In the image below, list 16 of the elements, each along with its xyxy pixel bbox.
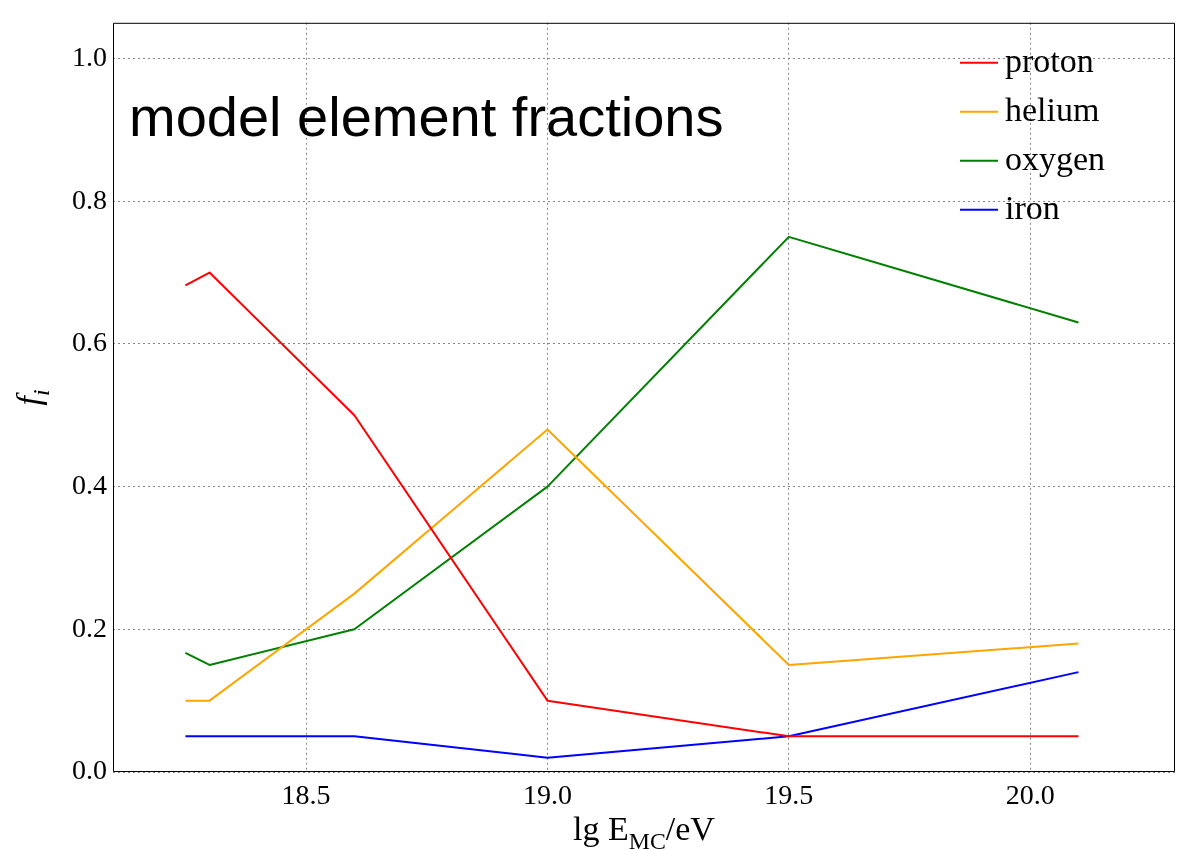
y-tick-label: 0.4 (72, 468, 107, 500)
x-tick-label: 19.5 (764, 779, 814, 811)
legend-label: helium (1005, 90, 1100, 128)
x-tick-label: 20.0 (1005, 779, 1055, 811)
y-tick-label: 1.0 (72, 40, 107, 72)
text: model element fractions (129, 84, 724, 148)
y-tick-label: 0.8 (72, 183, 107, 215)
y-tick-label: 0.2 (72, 611, 107, 643)
x-tick-label: 18.5 (281, 779, 331, 811)
y-tick-label: 0.0 (72, 754, 107, 786)
y-tick-label: 0.6 (72, 326, 107, 358)
y-axis-title: fi (10, 389, 54, 406)
legend-label: oxygen (1005, 139, 1106, 177)
legend-label: proton (1005, 41, 1094, 79)
x-tick-label: 19.0 (522, 779, 572, 811)
legend-label: iron (1005, 188, 1060, 226)
